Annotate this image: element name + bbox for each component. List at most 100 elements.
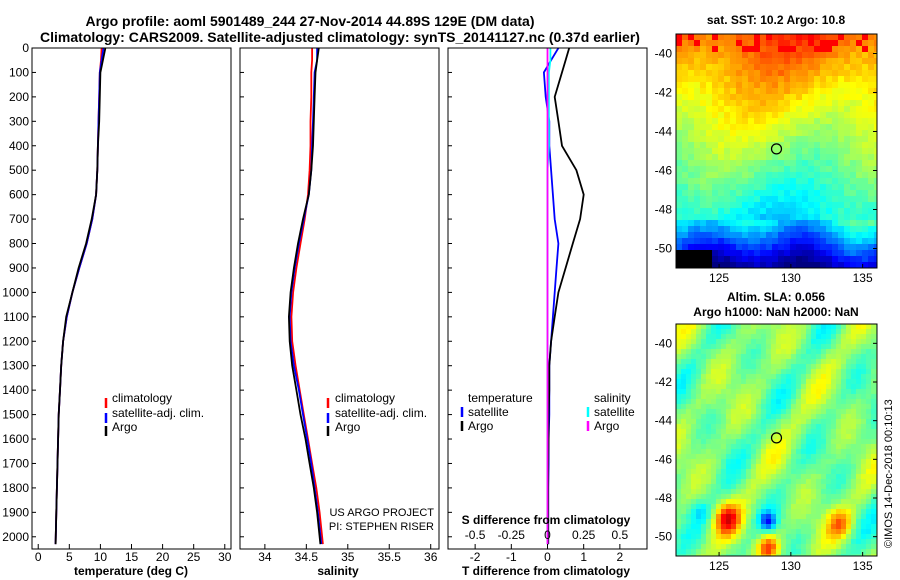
heatmap-cell	[712, 184, 719, 191]
heatmap-cell	[801, 534, 807, 540]
heatmap-cell	[746, 534, 752, 540]
heatmap-cell	[861, 464, 867, 470]
heatmap-cell	[751, 419, 757, 425]
heatmap-cell	[754, 118, 761, 125]
heatmap-cell	[724, 184, 731, 191]
difference-x-label: T difference from climatology	[462, 564, 630, 578]
heatmap-cell	[784, 244, 791, 251]
heatmap-cell	[766, 64, 773, 71]
heatmap-cell	[681, 454, 687, 460]
heatmap-cell	[730, 106, 737, 113]
heatmap-cell	[874, 82, 877, 89]
heatmap-cell	[778, 238, 785, 245]
heatmap-cell	[682, 124, 689, 131]
heatmap-cell	[724, 262, 731, 268]
heatmap-cell	[861, 429, 867, 435]
heatmap-cell	[712, 220, 719, 227]
heatmap-cell	[771, 444, 777, 450]
heatmap-cell	[772, 148, 779, 155]
legend-t-argo-label: Argo	[468, 419, 494, 433]
heatmap-cell	[776, 494, 782, 500]
heatmap-cell	[790, 100, 797, 107]
heatmap-cell	[711, 544, 717, 550]
heatmap-cell	[766, 474, 772, 480]
heatmap-cell	[721, 429, 727, 435]
heatmap-cell	[711, 329, 717, 335]
heatmap-cell	[746, 394, 752, 400]
heatmap-cell	[776, 464, 782, 470]
heatmap-cell	[811, 429, 817, 435]
heatmap-cell	[862, 106, 869, 113]
heatmap-cell	[706, 256, 713, 263]
heatmap-cell	[778, 118, 785, 125]
heatmap-cell	[826, 82, 833, 89]
heatmap-cell	[871, 349, 877, 355]
lat-tick-label: -42	[655, 86, 673, 100]
heatmap-cell	[826, 226, 833, 233]
heatmap-cell	[856, 509, 862, 515]
heatmap-cell	[811, 414, 817, 420]
heatmap-cell	[862, 82, 869, 89]
heatmap-cell	[866, 399, 872, 405]
heatmap-cell	[844, 148, 851, 155]
heatmap-cell	[701, 469, 707, 475]
heatmap-cell	[786, 534, 792, 540]
heatmap-cell	[850, 88, 857, 95]
heatmap-cell	[801, 449, 807, 455]
heatmap-cell	[776, 419, 782, 425]
heatmap-cell	[851, 514, 857, 520]
heatmap-cell	[772, 214, 779, 221]
heatmap-cell	[836, 479, 842, 485]
heatmap-cell	[716, 544, 722, 550]
heatmap-cell	[766, 424, 772, 430]
heatmap-cell	[711, 534, 717, 540]
heatmap-cell	[832, 64, 839, 71]
heatmap-cell	[786, 434, 792, 440]
heatmap-cell	[838, 184, 845, 191]
heatmap-cell	[826, 474, 832, 480]
heatmap-cell	[831, 499, 837, 505]
heatmap-cell	[821, 489, 827, 495]
heatmap-cell	[796, 464, 802, 470]
heatmap-cell	[716, 469, 722, 475]
heatmap-cell	[776, 364, 782, 370]
heatmap-cell	[706, 142, 713, 149]
heatmap-cell	[836, 549, 842, 555]
heatmap-cell	[754, 136, 761, 143]
heatmap-cell	[868, 262, 875, 268]
heatmap-cell	[778, 220, 785, 227]
heatmap-cell	[696, 409, 702, 415]
heatmap-cell	[808, 172, 815, 179]
heatmap-cell	[820, 118, 827, 125]
heatmap-cell	[736, 58, 743, 65]
heatmap-cell	[706, 419, 712, 425]
heatmap-cell	[781, 334, 787, 340]
heatmap-cell	[826, 549, 832, 555]
heatmap-cell	[771, 484, 777, 490]
heatmap-cell	[808, 202, 815, 209]
heatmap-cell	[726, 339, 732, 345]
heatmap-cell	[772, 136, 779, 143]
heatmap-cell	[706, 454, 712, 460]
heatmap-cell	[781, 464, 787, 470]
heatmap-cell	[826, 118, 833, 125]
heatmap-cell	[716, 364, 722, 370]
heatmap-cell	[838, 136, 845, 143]
heatmap-cell	[801, 444, 807, 450]
heatmap-cell	[856, 76, 863, 83]
heatmap-cell	[688, 148, 695, 155]
heatmap-cell	[871, 404, 877, 410]
heatmap-cell	[776, 399, 782, 405]
heatmap-cell	[718, 250, 725, 257]
heatmap-cell	[820, 196, 827, 203]
heatmap-cell	[826, 434, 832, 440]
heatmap-cell	[701, 419, 707, 425]
heatmap-cell	[816, 379, 822, 385]
heatmap-cell	[806, 424, 812, 430]
heatmap-cell	[838, 208, 845, 215]
heatmap-cell	[791, 329, 797, 335]
heatmap-cell	[776, 504, 782, 510]
heatmap-cell	[802, 34, 809, 41]
heatmap-cell	[761, 474, 767, 480]
heatmap-cell	[746, 334, 752, 340]
